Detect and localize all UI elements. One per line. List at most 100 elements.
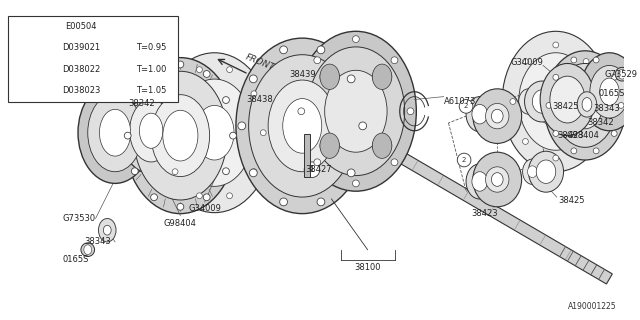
Ellipse shape	[84, 245, 92, 255]
Text: 38425: 38425	[552, 102, 579, 111]
Ellipse shape	[466, 97, 493, 132]
Circle shape	[391, 57, 398, 64]
Circle shape	[593, 148, 599, 154]
Ellipse shape	[600, 78, 619, 105]
Ellipse shape	[195, 105, 234, 160]
Text: 1: 1	[20, 23, 25, 29]
Text: 2: 2	[464, 103, 468, 109]
Text: 38439: 38439	[289, 70, 316, 79]
Circle shape	[571, 148, 577, 154]
Ellipse shape	[473, 89, 522, 143]
Circle shape	[353, 180, 359, 187]
Ellipse shape	[523, 159, 542, 184]
Text: D038023: D038023	[61, 86, 100, 95]
Circle shape	[227, 67, 232, 73]
Circle shape	[15, 61, 30, 77]
Ellipse shape	[518, 89, 538, 114]
Circle shape	[250, 75, 257, 83]
Text: 38343: 38343	[84, 237, 111, 246]
Circle shape	[522, 59, 529, 64]
Circle shape	[196, 67, 202, 73]
Ellipse shape	[577, 92, 596, 117]
Ellipse shape	[88, 94, 142, 172]
Circle shape	[304, 162, 320, 178]
Circle shape	[251, 91, 257, 97]
Circle shape	[593, 57, 599, 63]
Ellipse shape	[324, 70, 387, 152]
Ellipse shape	[473, 152, 522, 207]
Ellipse shape	[307, 47, 404, 176]
Circle shape	[460, 100, 473, 113]
Ellipse shape	[320, 133, 339, 158]
Circle shape	[510, 99, 516, 104]
Circle shape	[359, 122, 367, 130]
Ellipse shape	[502, 31, 609, 172]
Circle shape	[457, 153, 471, 167]
Ellipse shape	[78, 82, 152, 183]
Text: 38342: 38342	[587, 118, 614, 127]
Bar	[304, 134, 310, 177]
Ellipse shape	[103, 225, 111, 235]
Circle shape	[353, 36, 359, 43]
Circle shape	[314, 57, 321, 64]
Text: 38425: 38425	[559, 196, 585, 205]
Circle shape	[163, 130, 169, 136]
Text: 2: 2	[462, 157, 467, 163]
Ellipse shape	[550, 76, 585, 123]
Ellipse shape	[248, 55, 356, 197]
Text: G34009: G34009	[510, 58, 543, 67]
Circle shape	[223, 97, 229, 103]
Circle shape	[238, 122, 246, 130]
Text: D038022: D038022	[62, 65, 100, 74]
Ellipse shape	[540, 63, 595, 136]
Circle shape	[615, 68, 629, 81]
Circle shape	[320, 67, 339, 86]
Ellipse shape	[472, 104, 488, 124]
Text: D039021: D039021	[62, 44, 100, 52]
Text: 2: 2	[20, 66, 24, 72]
Circle shape	[223, 168, 229, 175]
Circle shape	[522, 139, 529, 144]
Circle shape	[320, 136, 339, 156]
Circle shape	[260, 130, 266, 136]
Circle shape	[15, 19, 30, 34]
Circle shape	[131, 97, 138, 103]
Ellipse shape	[156, 53, 273, 213]
Ellipse shape	[283, 99, 322, 153]
Circle shape	[553, 155, 559, 161]
Circle shape	[372, 136, 392, 156]
Ellipse shape	[492, 173, 503, 186]
Text: G73529: G73529	[605, 70, 637, 79]
Circle shape	[611, 74, 617, 80]
Text: G98404: G98404	[566, 131, 599, 140]
Circle shape	[407, 108, 414, 115]
Ellipse shape	[532, 90, 552, 113]
Circle shape	[546, 102, 552, 108]
Circle shape	[611, 131, 617, 136]
Circle shape	[172, 169, 178, 175]
Text: 38343: 38343	[593, 104, 620, 113]
Text: T=0.95: T=0.95	[136, 44, 167, 52]
Text: A61073: A61073	[444, 97, 476, 106]
Ellipse shape	[544, 51, 626, 160]
Circle shape	[230, 132, 236, 139]
Ellipse shape	[529, 151, 564, 192]
Circle shape	[196, 193, 202, 199]
Ellipse shape	[372, 64, 392, 90]
Ellipse shape	[296, 31, 417, 191]
Ellipse shape	[236, 38, 369, 214]
Circle shape	[280, 46, 287, 54]
Ellipse shape	[175, 79, 253, 186]
Bar	[8, 16, 179, 101]
Circle shape	[571, 57, 577, 63]
Text: G73530: G73530	[63, 214, 95, 223]
Circle shape	[150, 71, 157, 77]
Ellipse shape	[618, 69, 626, 79]
Circle shape	[596, 99, 602, 104]
Ellipse shape	[492, 109, 503, 123]
Circle shape	[317, 198, 325, 206]
Ellipse shape	[130, 100, 173, 162]
Ellipse shape	[580, 53, 639, 131]
Ellipse shape	[466, 164, 493, 199]
Text: E00504: E00504	[65, 22, 97, 31]
